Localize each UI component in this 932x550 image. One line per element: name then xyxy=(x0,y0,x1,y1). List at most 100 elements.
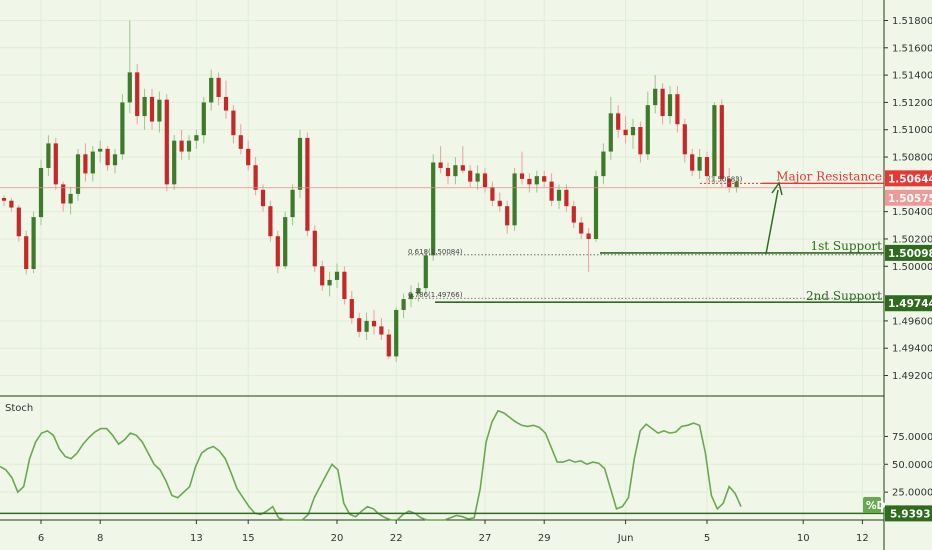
candle-body[interactable] xyxy=(305,137,310,231)
candle-body[interactable] xyxy=(386,334,391,357)
candle-body[interactable] xyxy=(697,157,702,171)
time-axis[interactable]: 6 8 13 15 20 22 27 29 Jun 5 10 12 xyxy=(38,520,869,544)
candle-body[interactable] xyxy=(186,140,192,152)
candle-body[interactable] xyxy=(394,309,399,357)
candle-body[interactable] xyxy=(579,222,584,234)
price-axis[interactable]: 1.51800 1.51600 1.51400 1.51200 1.51000 1.508… xyxy=(884,16,932,382)
candle-body[interactable] xyxy=(312,230,317,267)
candle-body[interactable] xyxy=(90,151,95,174)
candle-body[interactable] xyxy=(349,299,354,319)
candle-body[interactable] xyxy=(216,77,221,97)
candle-body[interactable] xyxy=(401,299,406,310)
candle-body[interactable] xyxy=(682,124,687,155)
candle-body[interactable] xyxy=(120,102,125,155)
candle-body[interactable] xyxy=(542,176,547,182)
candle-body[interactable] xyxy=(68,193,73,204)
candle-body[interactable] xyxy=(268,206,273,237)
candle-body[interactable] xyxy=(586,233,591,239)
candle-body[interactable] xyxy=(490,187,495,201)
candle-body[interactable] xyxy=(482,173,488,188)
candle-body[interactable] xyxy=(468,170,473,182)
candle-body[interactable] xyxy=(275,236,280,267)
candle-body[interactable] xyxy=(423,255,428,289)
candle-body[interactable] xyxy=(438,162,443,168)
candle-body[interactable] xyxy=(1,198,7,201)
candle-body[interactable] xyxy=(38,167,44,218)
candle-body[interactable] xyxy=(497,200,502,207)
candle-body[interactable] xyxy=(460,165,465,171)
candle-body[interactable] xyxy=(660,88,665,117)
candle-body[interactable] xyxy=(172,140,177,185)
candle-body[interactable] xyxy=(734,181,739,188)
candle-body[interactable] xyxy=(675,94,680,125)
candle-body[interactable] xyxy=(645,105,650,155)
candle-body[interactable] xyxy=(179,140,184,152)
candle-body[interactable] xyxy=(149,96,155,122)
candle-body[interactable] xyxy=(475,173,480,182)
candle-body[interactable] xyxy=(623,129,628,136)
candle-body[interactable] xyxy=(527,178,532,185)
candle-body[interactable] xyxy=(445,167,451,177)
candle-body[interactable] xyxy=(53,143,58,185)
candle-body[interactable] xyxy=(616,113,621,130)
candle-body[interactable] xyxy=(371,320,377,327)
candle-body[interactable] xyxy=(320,266,325,286)
candle-body[interactable] xyxy=(342,271,347,300)
candle-body[interactable] xyxy=(9,200,14,208)
candlestick-series[interactable] xyxy=(1,20,739,362)
candle-body[interactable] xyxy=(105,148,110,166)
candle-body[interactable] xyxy=(638,126,643,155)
candle-body[interactable] xyxy=(690,154,695,171)
candle-body[interactable] xyxy=(408,293,414,300)
candle-body[interactable] xyxy=(556,189,562,201)
candle-body[interactable] xyxy=(601,151,606,177)
candle-body[interactable] xyxy=(534,176,539,185)
candle-body[interactable] xyxy=(98,148,103,152)
candle-body[interactable] xyxy=(209,77,214,103)
candle-body[interactable] xyxy=(83,154,88,174)
candle-body[interactable] xyxy=(31,217,36,270)
candle-body[interactable] xyxy=(593,176,599,239)
candle-body[interactable] xyxy=(379,326,384,335)
candle-body[interactable] xyxy=(75,154,81,194)
candle-body[interactable] xyxy=(712,105,717,177)
candle-body[interactable] xyxy=(142,96,147,117)
candle-body[interactable] xyxy=(112,154,118,166)
stoch-badge[interactable] xyxy=(863,497,881,513)
candle-body[interactable] xyxy=(630,126,636,136)
candle-body[interactable] xyxy=(135,72,140,117)
candle-body[interactable] xyxy=(16,207,21,237)
candle-body[interactable] xyxy=(364,320,369,332)
candle-body[interactable] xyxy=(653,88,658,106)
candle-body[interactable] xyxy=(231,110,236,136)
candle-body[interactable] xyxy=(549,181,554,201)
candle-body[interactable] xyxy=(453,165,458,177)
candle-body[interactable] xyxy=(719,105,724,179)
candle-body[interactable] xyxy=(505,206,510,226)
candle-body[interactable] xyxy=(667,94,673,117)
candle-body[interactable] xyxy=(608,113,613,152)
candle-body[interactable] xyxy=(260,189,266,207)
candle-body[interactable] xyxy=(223,96,229,111)
candle-body[interactable] xyxy=(127,72,132,103)
candle-body[interactable] xyxy=(46,143,51,168)
candle-body[interactable] xyxy=(61,184,66,204)
candle-body[interactable] xyxy=(357,318,362,332)
candle-body[interactable] xyxy=(431,162,436,256)
candle-body[interactable] xyxy=(157,99,162,122)
candle-body[interactable] xyxy=(519,173,525,179)
candle-body[interactable] xyxy=(290,189,295,218)
candle-body[interactable] xyxy=(512,173,517,226)
candle-body[interactable] xyxy=(246,148,251,166)
candle-body[interactable] xyxy=(194,135,199,141)
stochastic-panel[interactable]: Stoch 75.0000 50.0000 25.0000 5.9393 %D xyxy=(0,403,932,522)
candle-body[interactable] xyxy=(327,279,332,286)
candle-body[interactable] xyxy=(704,157,710,177)
candle-body[interactable] xyxy=(24,236,29,270)
candle-body[interactable] xyxy=(297,137,303,190)
candle-body[interactable] xyxy=(416,288,421,294)
candle-body[interactable] xyxy=(253,165,258,190)
candle-body[interactable] xyxy=(334,271,340,280)
candle-body[interactable] xyxy=(571,206,576,223)
